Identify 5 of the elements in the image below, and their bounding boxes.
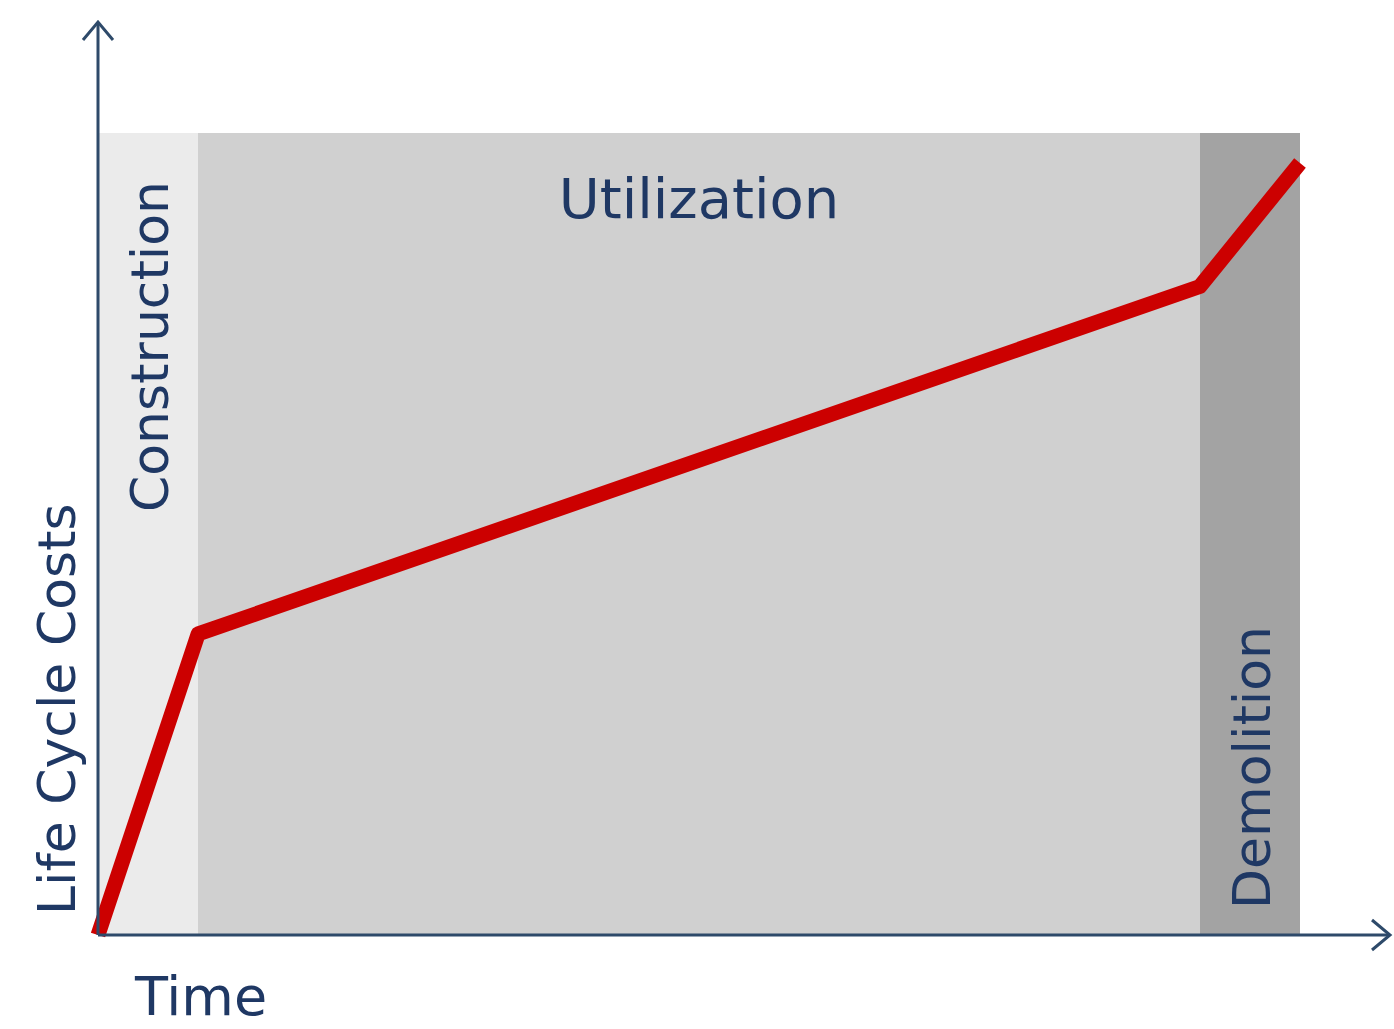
annotation: Utilization (558, 166, 840, 231)
annotation: Construction (120, 180, 181, 513)
annotation: Demolition (1221, 625, 1282, 910)
x-axis-title: Time (134, 965, 268, 1028)
y-axis-title: Life Cycle Costs (27, 503, 87, 915)
